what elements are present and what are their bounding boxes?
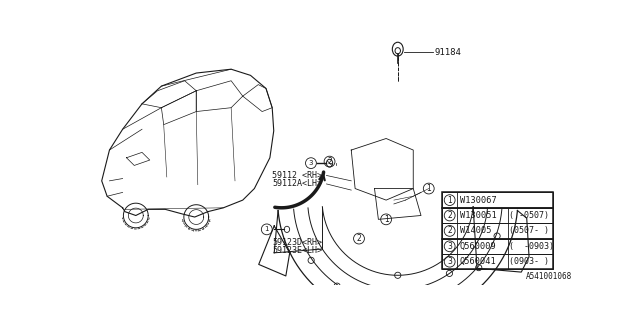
Text: 2: 2 (447, 211, 452, 220)
Text: Q560009: Q560009 (460, 242, 497, 251)
Text: 3: 3 (447, 257, 452, 266)
Text: 1: 1 (447, 196, 452, 204)
Text: W130051: W130051 (460, 211, 497, 220)
Bar (442, 208, 553, 223)
Bar (442, 254, 553, 269)
Text: 59123E<LH>: 59123E<LH> (272, 246, 322, 255)
Text: (  -0903): ( -0903) (509, 242, 554, 251)
Text: 3: 3 (308, 160, 313, 166)
Bar (442, 239, 553, 254)
Bar (442, 223, 553, 239)
Text: 3: 3 (447, 242, 452, 251)
Text: 2: 2 (447, 227, 452, 236)
Bar (442, 192, 553, 208)
Text: 59112A<LH>: 59112A<LH> (272, 180, 322, 188)
Text: 1: 1 (426, 184, 431, 193)
Bar (442, 192, 553, 208)
Text: Q560041: Q560041 (460, 257, 497, 266)
Text: 59123D<RH>: 59123D<RH> (272, 238, 322, 247)
Text: 1: 1 (384, 215, 388, 224)
Text: (0903- ): (0903- ) (509, 257, 549, 266)
Text: 1: 1 (264, 226, 269, 232)
Bar (442, 239, 553, 269)
Text: A541001068: A541001068 (526, 272, 572, 281)
Text: 2: 2 (356, 234, 362, 243)
Text: W130067: W130067 (460, 196, 497, 204)
Bar (442, 208, 553, 239)
Text: 59112 <RH>: 59112 <RH> (272, 171, 322, 180)
Text: 2: 2 (327, 157, 332, 166)
Text: (0507- ): (0507- ) (509, 227, 549, 236)
Text: ( -0507): ( -0507) (509, 211, 549, 220)
Text: W14005: W14005 (460, 227, 492, 236)
Text: 91184: 91184 (435, 48, 462, 57)
